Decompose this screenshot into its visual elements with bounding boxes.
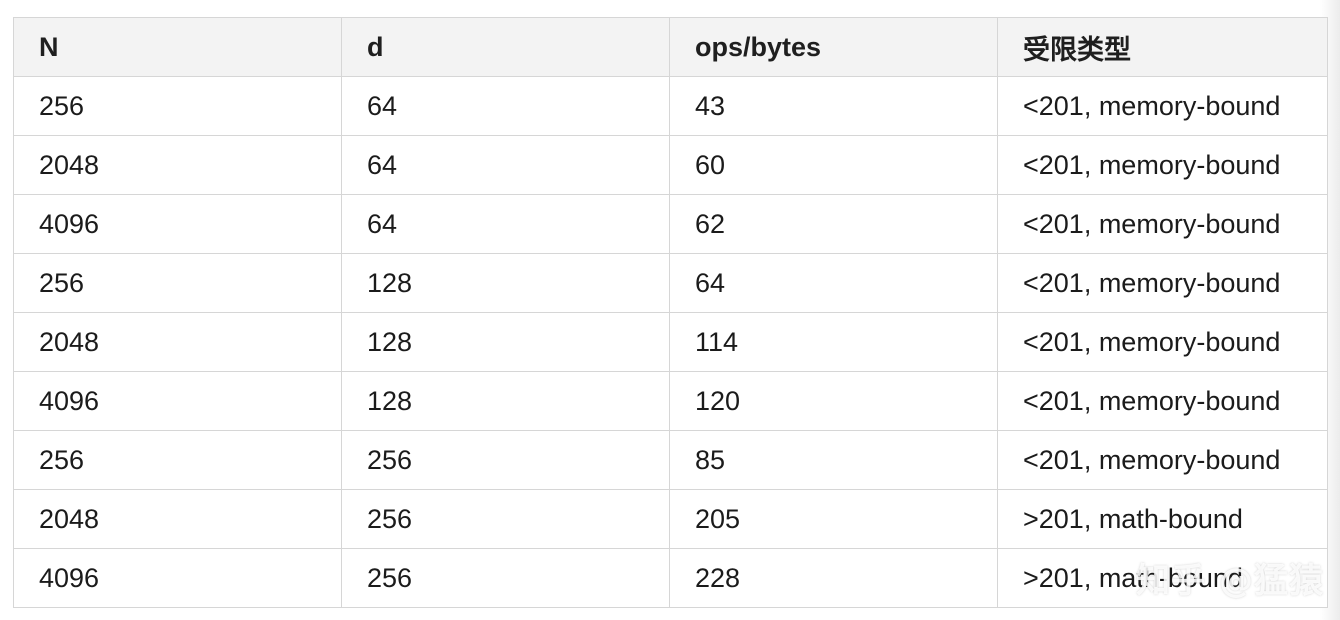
cell-bound-type: <201, memory-bound	[997, 194, 1328, 254]
cell-d: 128	[341, 371, 670, 431]
table-row: 4096 128 120 <201, memory-bound	[13, 371, 1328, 431]
cell-ops-bytes: 85	[669, 430, 998, 490]
cell-bound-type: >201, math-bound	[997, 548, 1328, 608]
cell-ops-bytes: 228	[669, 548, 998, 608]
cell-bound-type: <201, memory-bound	[997, 371, 1328, 431]
cell-bound-type: <201, memory-bound	[997, 430, 1328, 490]
cell-bound-type: >201, math-bound	[997, 489, 1328, 549]
cell-n: 2048	[13, 135, 342, 195]
watermark: 知乎 @猛猿	[1136, 561, 1324, 601]
cell-d: 64	[341, 76, 670, 136]
table-row: 256 128 64 <201, memory-bound	[13, 253, 1328, 313]
header-ops-bytes: ops/bytes	[669, 17, 998, 77]
table-body: 256 64 43 <201, memory-bound 2048 64 60 …	[13, 76, 1328, 608]
cell-d: 128	[341, 312, 670, 372]
cell-bound-type: <201, memory-bound	[997, 312, 1328, 372]
cell-ops-bytes: 64	[669, 253, 998, 313]
cell-d: 64	[341, 135, 670, 195]
header-n: N	[13, 17, 342, 77]
cell-ops-bytes: 62	[669, 194, 998, 254]
cell-n: 4096	[13, 194, 342, 254]
cell-n: 2048	[13, 312, 342, 372]
cell-n: 4096	[13, 548, 342, 608]
table-row: 2048 128 114 <201, memory-bound	[13, 312, 1328, 372]
cell-n: 256	[13, 76, 342, 136]
cell-ops-bytes: 205	[669, 489, 998, 549]
table-header-row: N d ops/bytes 受限类型	[13, 17, 1328, 77]
cell-n: 256	[13, 253, 342, 313]
cell-d: 128	[341, 253, 670, 313]
cell-n: 2048	[13, 489, 342, 549]
cell-ops-bytes: 114	[669, 312, 998, 372]
cell-d: 256	[341, 548, 670, 608]
table-row: 256 256 85 <201, memory-bound	[13, 430, 1328, 490]
cell-d: 256	[341, 489, 670, 549]
cell-ops-bytes: 120	[669, 371, 998, 431]
table-row: 2048 256 205 >201, math-bound	[13, 489, 1328, 549]
cell-ops-bytes: 60	[669, 135, 998, 195]
data-table: N d ops/bytes 受限类型 256 64 43 <201, memor…	[13, 17, 1328, 608]
cell-ops-bytes: 43	[669, 76, 998, 136]
table-row: 256 64 43 <201, memory-bound	[13, 76, 1328, 136]
table-row: 2048 64 60 <201, memory-bound	[13, 135, 1328, 195]
header-bound-type: 受限类型	[997, 17, 1328, 77]
cell-bound-type: <201, memory-bound	[997, 135, 1328, 195]
table-row: 4096 64 62 <201, memory-bound	[13, 194, 1328, 254]
cell-bound-type: <201, memory-bound	[997, 253, 1328, 313]
cell-d: 64	[341, 194, 670, 254]
cell-n: 4096	[13, 371, 342, 431]
header-d: d	[341, 17, 670, 77]
table-row: 4096 256 228 >201, math-bound	[13, 548, 1328, 608]
table-header: N d ops/bytes 受限类型	[13, 17, 1328, 77]
cell-n: 256	[13, 430, 342, 490]
cell-bound-type: <201, memory-bound	[997, 76, 1328, 136]
cell-d: 256	[341, 430, 670, 490]
